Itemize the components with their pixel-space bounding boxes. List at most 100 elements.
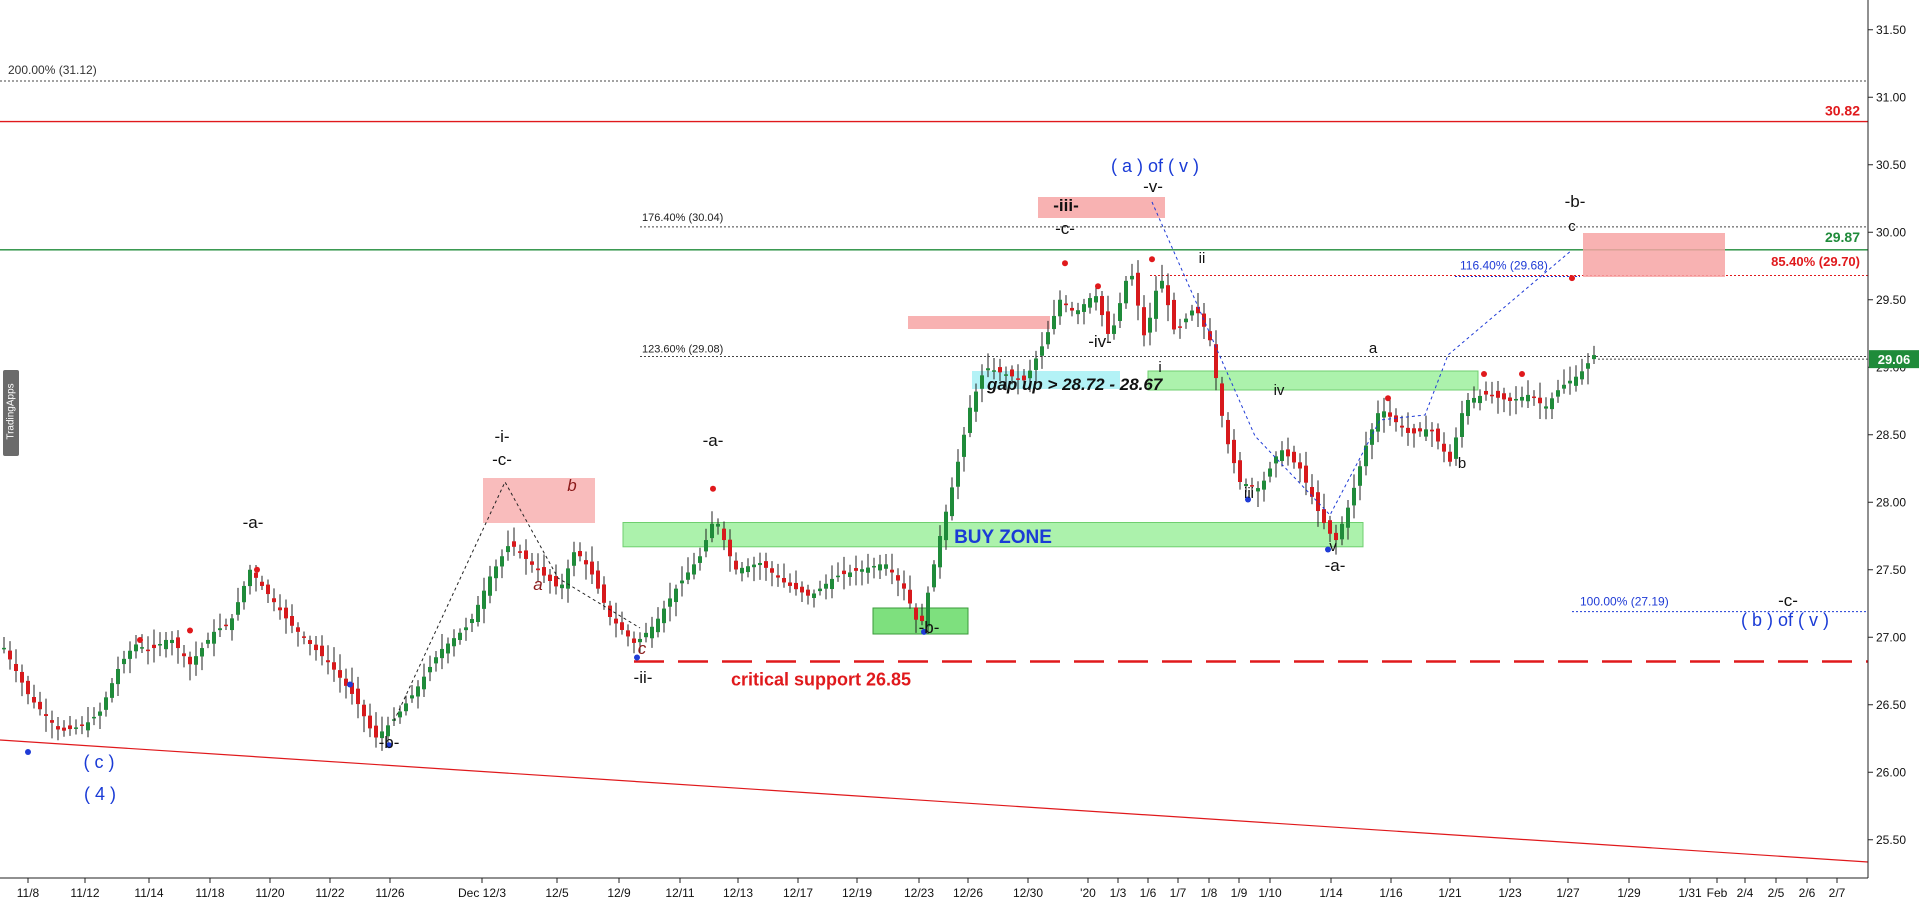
wave-label-12: ii: [1199, 250, 1206, 267]
wave-label-blue-1: ( 4 ): [84, 784, 116, 804]
candle-body: [1118, 303, 1122, 321]
x-tick-label: 11/18: [195, 886, 224, 900]
candle-body: [1568, 380, 1572, 384]
candle-body: [1154, 290, 1158, 319]
level-label-30.82: 30.82: [1825, 103, 1860, 119]
candle-body: [104, 697, 108, 710]
candle-body: [1094, 296, 1098, 303]
candle-body: [1268, 468, 1272, 477]
gap-up-box: [972, 371, 1120, 389]
pivot-dot: [347, 681, 353, 688]
candle-body: [356, 688, 360, 705]
candle-body: [1184, 318, 1188, 323]
candle-body: [140, 647, 144, 649]
wave-label-blue-0: ( c ): [84, 752, 115, 772]
wave-label-9: -iv-: [1088, 332, 1112, 351]
pivot-dot: [137, 636, 143, 643]
candle-body: [668, 598, 672, 607]
pivot-dot: [1245, 496, 1251, 503]
candle-body: [938, 536, 942, 568]
x-tick-label: Feb: [1707, 886, 1728, 900]
x-tick-label: 12/5: [545, 886, 569, 900]
candle-body: [434, 657, 438, 664]
pivot-dot: [25, 749, 31, 755]
candle-body: [584, 560, 588, 565]
candle-body: [134, 644, 138, 652]
candles: [2, 256, 1596, 755]
candle-body: [380, 731, 384, 739]
gap-up-label: gap up > 28.72 - 28.67: [986, 375, 1164, 394]
candle-body: [800, 586, 804, 593]
trend-line: [0, 739, 1869, 863]
candle-body: [200, 648, 204, 657]
candle-body: [344, 678, 348, 686]
pivot-dot: [1385, 395, 1391, 402]
candle-body: [740, 567, 744, 574]
candle-body: [782, 578, 786, 583]
candle-body: [560, 584, 564, 589]
candle-body: [1496, 390, 1500, 398]
candle-body: [536, 568, 540, 571]
candle-body: [1286, 449, 1290, 457]
x-tick-label: 1/7: [1170, 886, 1187, 900]
wave-label-red-0: b: [567, 476, 576, 495]
candle-body: [470, 619, 474, 624]
candle-body: [308, 640, 312, 644]
candle-body: [410, 695, 414, 699]
pivot-dot: [1149, 256, 1155, 263]
x-tick-label: 11/22: [315, 886, 344, 900]
x-tick-label: 1/9: [1231, 886, 1248, 900]
x-tick-label: 12/13: [723, 886, 753, 900]
candle-body: [1076, 310, 1080, 315]
candle-body: [1592, 355, 1596, 360]
candle-body: [314, 644, 318, 651]
candle-body: [956, 461, 960, 487]
x-tick-label: 1/29: [1617, 886, 1641, 900]
candle-body: [50, 720, 54, 723]
candle-body: [488, 576, 492, 596]
candle-body: [464, 627, 468, 631]
candle-body: [860, 569, 864, 572]
candle-body: [68, 725, 72, 730]
candle-body: [842, 570, 846, 575]
candle-body: [932, 564, 936, 588]
candle-body: [1532, 396, 1536, 399]
candle-body: [776, 575, 780, 578]
candle-body: [608, 605, 612, 617]
candle-body: [1160, 280, 1164, 289]
candle-body: [632, 638, 636, 643]
candle-body: [830, 578, 834, 590]
wave-label-blue-2: ( a ) of ( v ): [1111, 156, 1199, 176]
x-tick-label: 1/14: [1319, 886, 1343, 900]
candle-body: [290, 616, 294, 626]
y-tick-label: 31.50: [1876, 23, 1906, 37]
candle-body: [1088, 298, 1092, 308]
candle-body: [1424, 429, 1428, 437]
candle-body: [332, 662, 336, 670]
x-tick-label: 1/21: [1438, 886, 1462, 900]
candle-body: [1220, 383, 1224, 416]
wave-paths: [393, 201, 1573, 722]
candle-body: [626, 630, 630, 637]
candle-body: [494, 566, 498, 579]
candle-body: [368, 715, 372, 729]
x-tick-label: 2/6: [1799, 886, 1816, 900]
candle-body: [266, 584, 270, 595]
candle-body: [1334, 532, 1338, 541]
y-tick-label: 30.50: [1876, 158, 1906, 172]
candle-body: [1148, 317, 1152, 333]
candle-body: [764, 561, 768, 568]
candle-body: [1130, 275, 1134, 280]
y-axis-bg: [1868, 0, 1920, 903]
x-tick-label: 1/16: [1379, 886, 1403, 900]
candle-body: [1034, 358, 1038, 370]
candle-body: [1316, 492, 1320, 512]
candle-body: [1202, 313, 1206, 327]
candle-body: [338, 670, 342, 678]
wave-label-8: -c-: [1055, 219, 1075, 238]
level-label-116: 116.40% (29.68): [1460, 258, 1548, 272]
candle-body: [674, 588, 678, 603]
candle-body: [128, 650, 132, 659]
candle-body: [1298, 462, 1302, 469]
pivot-dot: [1325, 546, 1331, 553]
